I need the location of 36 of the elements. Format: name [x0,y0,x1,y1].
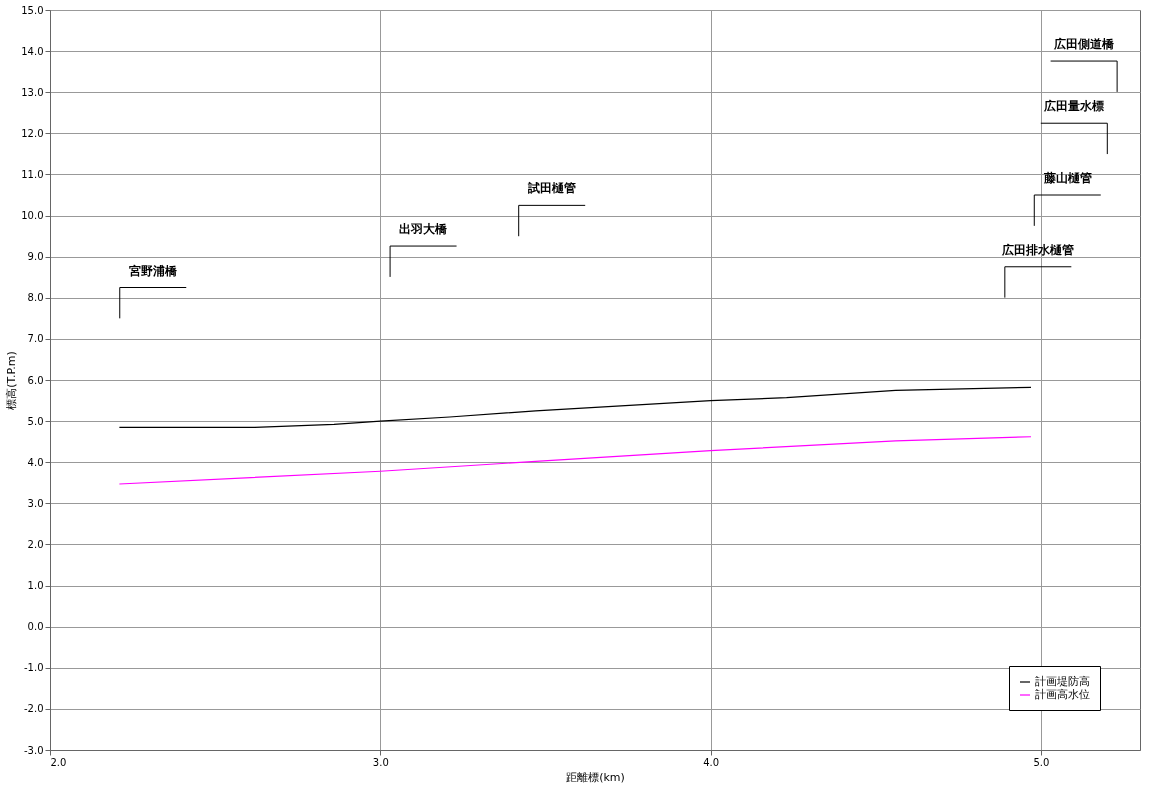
annotation: 宮野浦橋 [129,263,179,278]
y-tick-label: 4.0 [27,456,44,468]
legend-label: 計画高水位 [1035,688,1090,701]
y-tick-label: 11.0 [21,168,44,180]
x-axis-title: 距離標(km) [566,770,625,784]
y-tick-label: 3.0 [27,497,44,509]
legend-label: 計画堤防高 [1035,675,1090,688]
annotation: 出羽大橋 [399,222,449,237]
y-tick-label: -1.0 [23,662,44,674]
y-tick-label: 14.0 [21,45,44,57]
annotation: 試田樋管 [526,181,576,196]
annotation: 藤山樋管 [1042,171,1092,185]
x-tick-label: 4.0 [703,756,720,768]
y-tick-label: 7.0 [27,333,44,345]
y-tick-label: 0.0 [27,621,44,633]
y-axis-title: 標高(T.P.m) [5,351,19,410]
annotation: 広田量水標 [1043,99,1105,114]
y-tick-label: -3.0 [23,744,44,756]
y-tick-label: 5.0 [27,415,44,427]
y-tick-label: 6.0 [27,374,44,386]
line-series [118,386,1032,428]
y-tick-label: 13.0 [21,86,44,98]
y-tick-label: 1.0 [27,580,44,592]
x-tick-label: 3.0 [372,756,389,768]
y-tick-label: 15.0 [21,4,44,16]
y-tick-label: 8.0 [27,292,44,304]
y-tick-label: 9.0 [27,251,44,263]
annotation: 広田側道橋 [1052,37,1115,52]
annotation: 広田排水樋管 [1001,242,1075,257]
y-tick-label: 12.0 [21,127,44,139]
line-series [118,436,1032,485]
y-tick-label: 2.0 [27,538,44,550]
x-tick-label: 5.0 [1033,756,1050,768]
x-tick-label: 2.0 [50,756,67,768]
y-tick-label: -2.0 [23,703,44,715]
y-tick-label: 10.0 [21,210,44,222]
